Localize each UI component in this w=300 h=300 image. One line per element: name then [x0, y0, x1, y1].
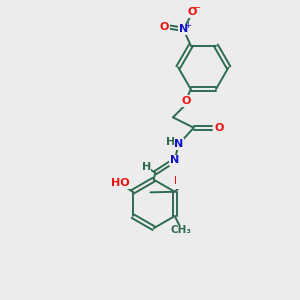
- Text: HO: HO: [111, 178, 130, 188]
- Text: O: O: [188, 7, 197, 17]
- Text: −: −: [193, 3, 201, 13]
- Text: N: N: [170, 155, 179, 165]
- Text: H: H: [142, 162, 151, 172]
- Text: +: +: [184, 21, 190, 30]
- Text: O: O: [160, 22, 169, 32]
- Text: N: N: [174, 139, 184, 149]
- Text: CH₃: CH₃: [170, 225, 191, 235]
- Text: N: N: [179, 24, 188, 34]
- Text: O: O: [214, 123, 224, 133]
- Bar: [176, 176, 197, 189]
- Text: O: O: [182, 96, 191, 106]
- Text: H: H: [166, 137, 175, 147]
- Text: HO: HO: [174, 176, 192, 185]
